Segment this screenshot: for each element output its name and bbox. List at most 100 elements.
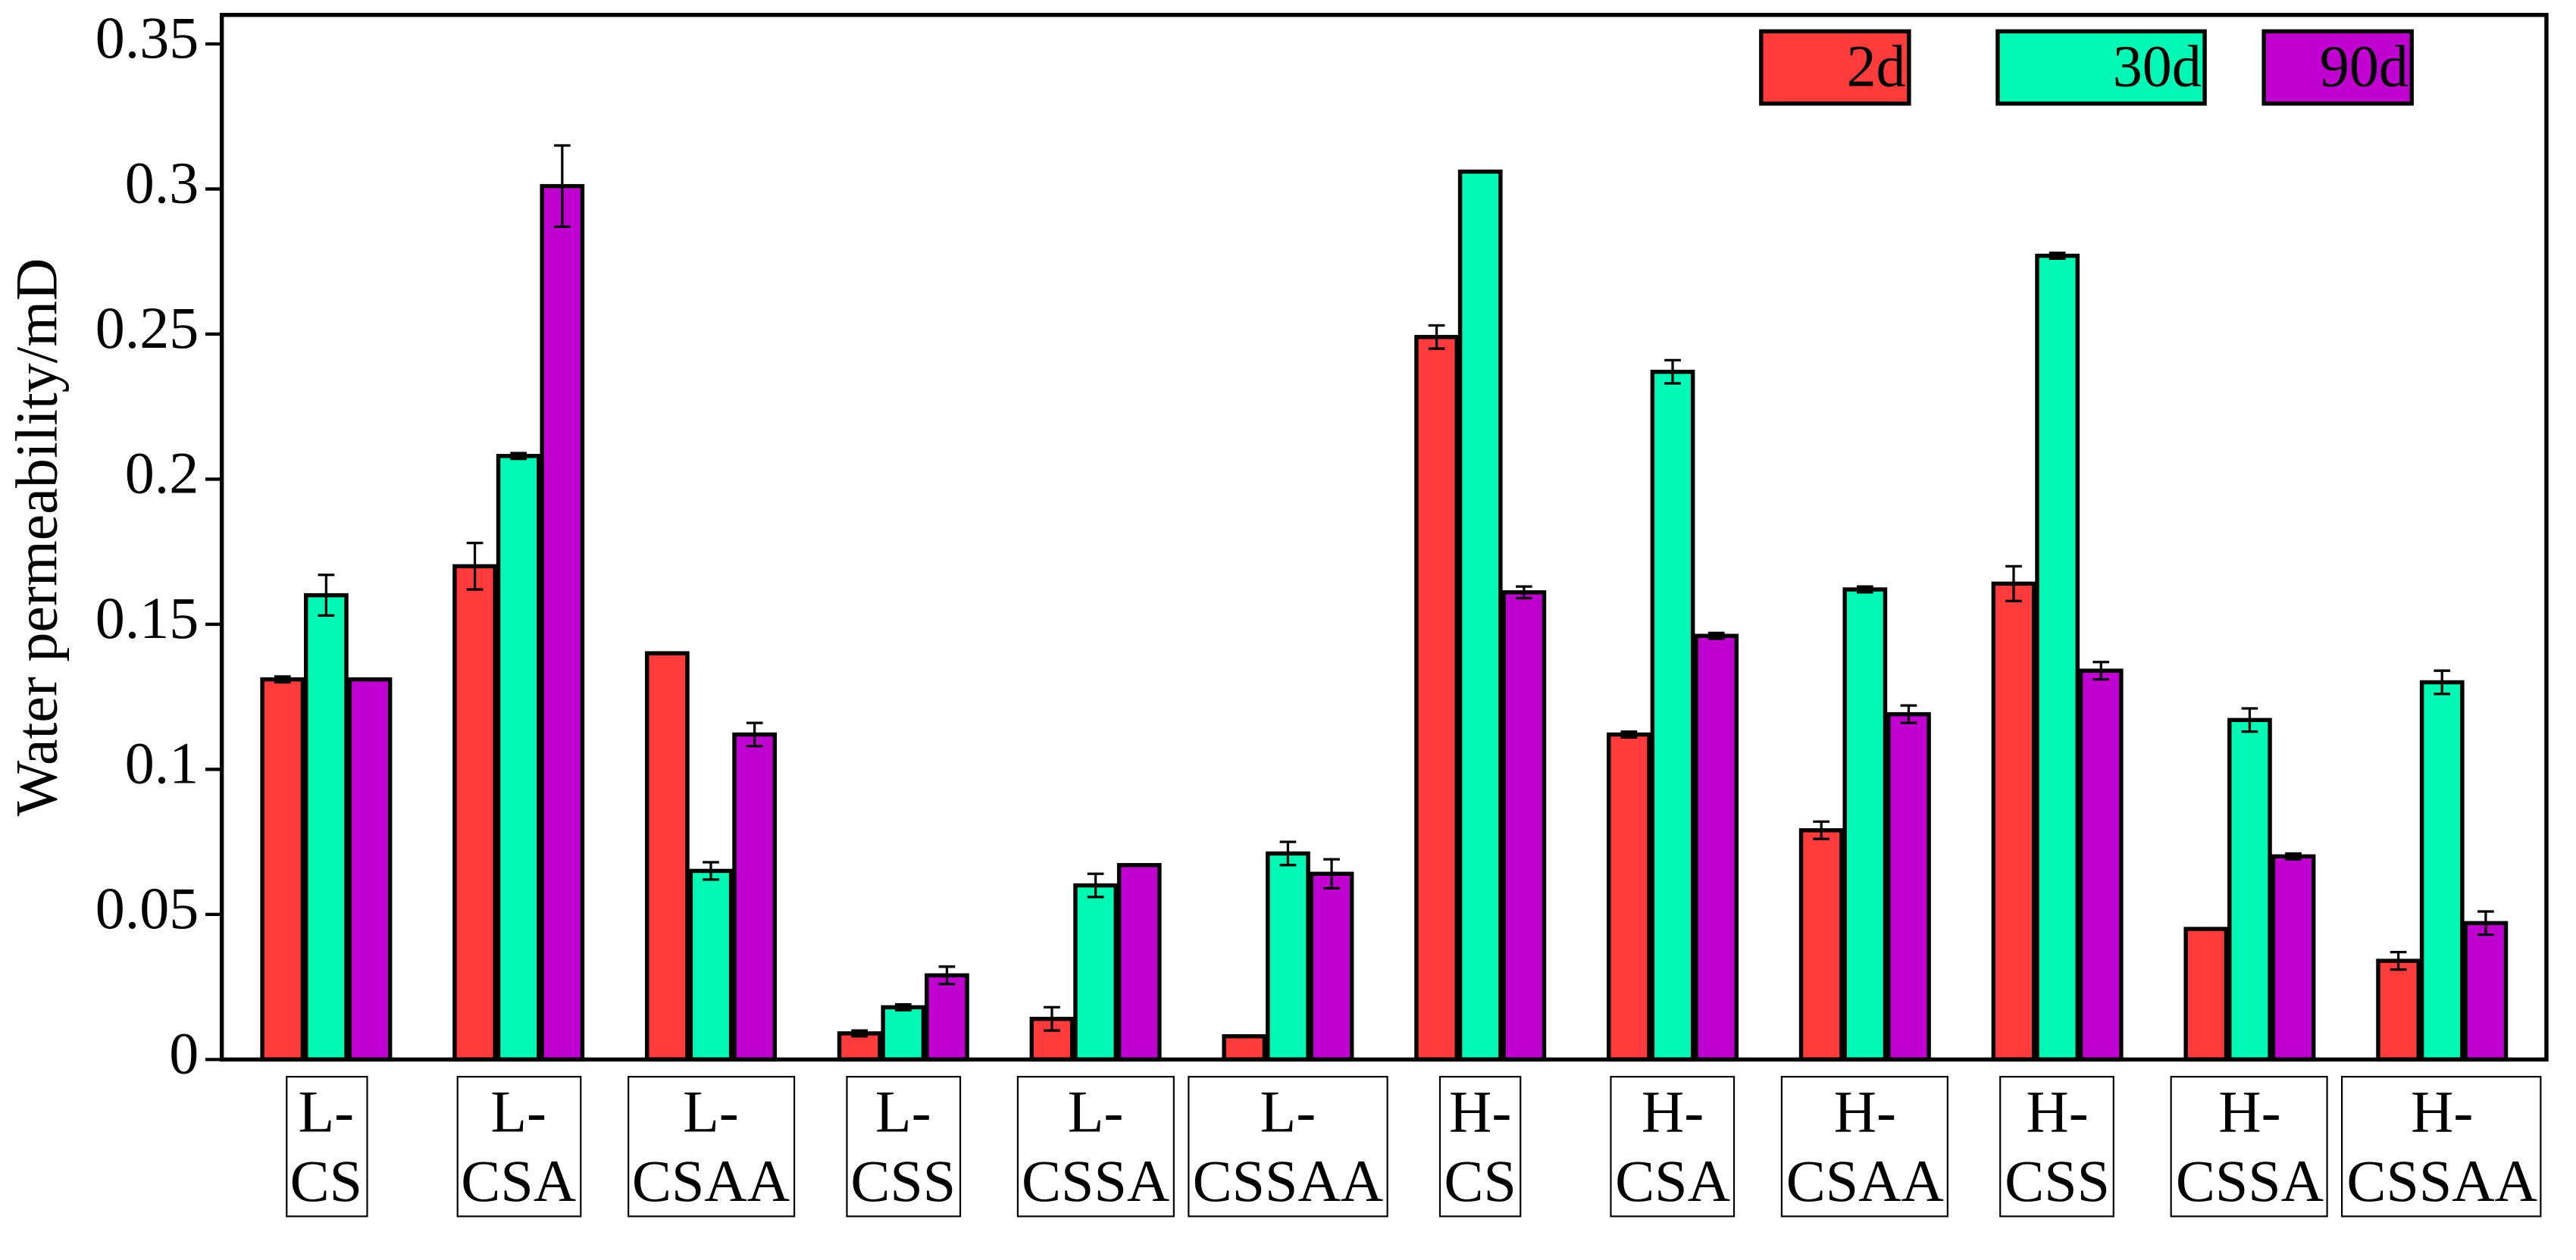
bar: [732, 732, 777, 1062]
x-tick-label: H- CSSA: [2171, 1076, 2329, 1218]
x-tick-box: H- CSSAA: [2311, 1076, 2574, 1218]
x-tick-label: H- CSS: [1999, 1076, 2115, 1218]
legend-swatch: [1995, 29, 2207, 106]
error-bar: [1707, 631, 1725, 640]
legend-swatch: [1759, 29, 1911, 106]
x-tick-box: H- CSS: [1926, 1076, 2189, 1218]
error-bar: [2241, 707, 2258, 733]
legend-label: 30d: [2113, 33, 2202, 98]
bar: [452, 564, 497, 1062]
bar: [540, 183, 585, 1062]
x-tick-label: L- CSAA: [627, 1076, 795, 1218]
bar: [260, 677, 305, 1062]
error-bar: [746, 721, 763, 748]
y-tick-label: 0.2: [125, 439, 199, 505]
x-tick-label: L- CS: [285, 1076, 368, 1218]
bar: [1266, 851, 1310, 1062]
bar: [1222, 1034, 1267, 1062]
x-tick-box: L- CSSA: [964, 1076, 1227, 1218]
error-bar: [1516, 585, 1532, 600]
error-bar: [1620, 730, 1638, 739]
error-bar: [1044, 1005, 1060, 1032]
error-bar: [2477, 910, 2494, 936]
error-bar: [1900, 704, 1917, 724]
x-tick-label: L- CSSA: [1016, 1076, 1175, 1218]
bar: [2376, 958, 2421, 1062]
y-tick-label: 0: [169, 1020, 199, 1086]
x-tick-label: L- CSA: [455, 1076, 581, 1218]
bar: [688, 868, 734, 1062]
error-bar: [1856, 585, 1873, 594]
error-bar: [1087, 872, 1104, 899]
bar: [2419, 680, 2465, 1062]
x-tick-label: H- CSA: [1610, 1076, 1736, 1218]
y-tick-label: 0.15: [95, 585, 199, 651]
error-bar: [2285, 852, 2302, 861]
bar: [1886, 711, 1931, 1062]
x-tick-box: H- CS: [1349, 1076, 1612, 1218]
bar: [1414, 335, 1459, 1062]
bar: [1991, 581, 2036, 1062]
error-bar: [1323, 858, 1340, 890]
bar: [2227, 718, 2272, 1062]
bar: [1309, 871, 1354, 1062]
y-tick-label: 0.1: [125, 730, 199, 796]
bar: [2183, 927, 2229, 1062]
error-bar: [2092, 661, 2110, 681]
bar: [347, 677, 393, 1062]
x-tick-box: L- CSS: [772, 1076, 1034, 1218]
x-tick-wrap: H- CSSA: [2118, 1076, 2381, 1218]
error-bar: [1279, 840, 1297, 867]
x-tick-wrap: H- CSS: [1926, 1076, 2189, 1218]
legend-label: 2d: [1847, 33, 1906, 98]
bar: [1501, 590, 1547, 1062]
error-bar: [703, 861, 719, 881]
x-tick-label: H- CSSAA: [2341, 1076, 2543, 1218]
bar: [1607, 732, 1651, 1062]
x-tick-label: H- CSAA: [1781, 1076, 1949, 1218]
x-tick-box: L- CS: [285, 1076, 368, 1218]
x-tick-box: H- CSAA: [1733, 1076, 1996, 1218]
bar: [925, 973, 969, 1062]
y-axis-label: Water permeability/mD: [3, 258, 69, 817]
bar: [1073, 883, 1118, 1062]
bar: [496, 454, 541, 1062]
error-bar: [851, 1029, 869, 1038]
y-tick-label: 0.25: [95, 295, 199, 361]
x-tick-wrap: L- CSS: [772, 1076, 1034, 1218]
bar: [1457, 169, 1503, 1062]
x-tick-wrap: H- CSSAA: [2311, 1076, 2574, 1218]
legend-swatch: [2261, 29, 2414, 106]
x-tick-wrap: H- CSA: [1542, 1076, 1804, 1218]
error-bar: [2434, 669, 2451, 696]
x-tick-label: H- CS: [1438, 1076, 1522, 1218]
bar: [645, 651, 690, 1062]
error-bar: [510, 452, 527, 461]
x-tick-wrap: H- CS: [1349, 1076, 1612, 1218]
x-tick-box: L- CSA: [387, 1076, 650, 1218]
bar: [2035, 253, 2080, 1062]
x-tick-wrap: L- CSA: [387, 1076, 650, 1218]
x-tick-wrap: L- CSAA: [580, 1076, 843, 1218]
bar: [1650, 370, 1695, 1062]
error-bar: [894, 1002, 912, 1011]
error-bar: [2049, 252, 2066, 261]
plot-frame: [219, 12, 2549, 1062]
x-tick-wrap: H- CSAA: [1733, 1076, 1996, 1218]
error-bar: [466, 542, 484, 591]
bar: [1694, 633, 1739, 1062]
x-tick-wrap: L- CSSA: [964, 1076, 1227, 1218]
error-bar: [1664, 358, 1681, 385]
bar: [1842, 587, 1888, 1062]
x-tick-wrap: L- CSSAA: [1157, 1076, 1419, 1218]
error-bar: [274, 675, 291, 684]
legend-label: 90d: [2320, 33, 2409, 98]
x-tick-label: L- CSS: [845, 1076, 961, 1218]
x-tick-box: H- CSSA: [2118, 1076, 2381, 1218]
bar: [881, 1005, 926, 1062]
y-tick-label: 0.3: [125, 149, 199, 215]
error-bar: [553, 144, 571, 228]
error-bar: [1813, 820, 1830, 840]
bar: [2271, 854, 2316, 1062]
